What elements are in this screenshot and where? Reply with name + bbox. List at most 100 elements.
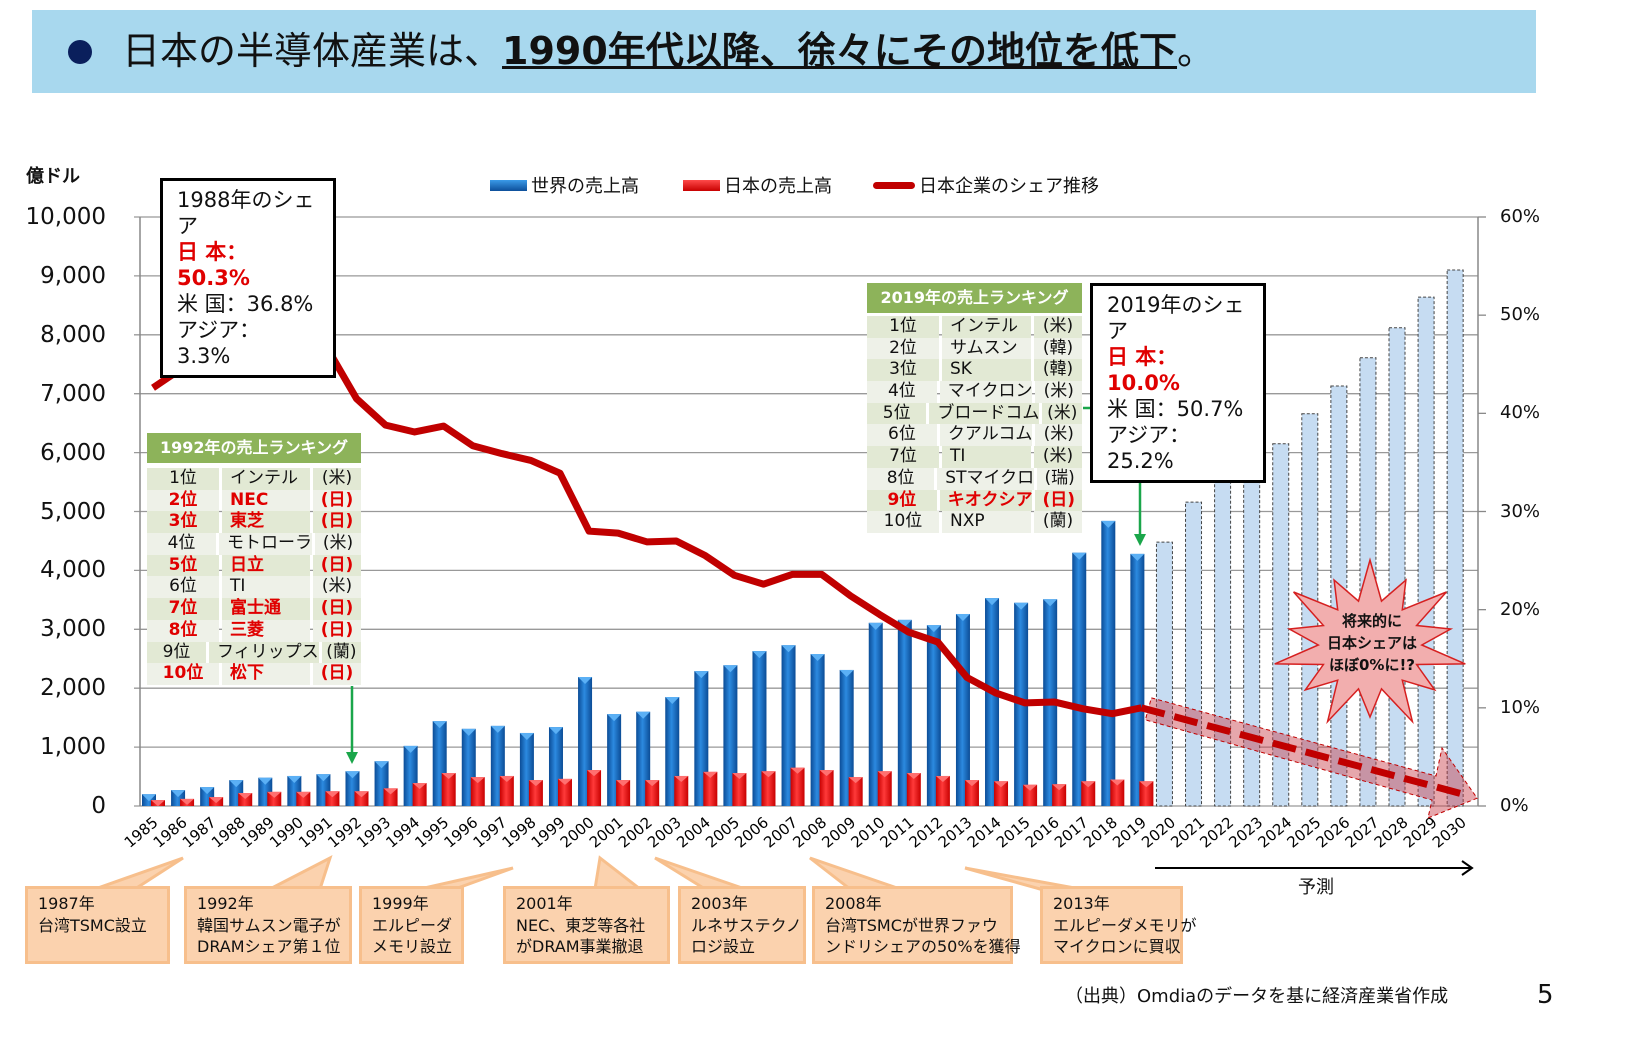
japan-sales-bar xyxy=(528,780,543,806)
title-banner xyxy=(32,10,1536,93)
ranking-row: 8位 STマイクロ (瑞) xyxy=(867,467,1082,490)
ranking-company: STマイクロ xyxy=(937,467,1035,490)
event-text: エルピーダ xyxy=(372,915,453,935)
ranking-rank: 3位 xyxy=(867,359,939,382)
world-bar-cap xyxy=(926,625,941,633)
world-sales-bar xyxy=(897,619,912,806)
japan-sales-bar xyxy=(383,788,398,806)
ranking-rank: 1位 xyxy=(147,468,219,490)
forecast-world-bar xyxy=(1388,327,1406,807)
japan-bar-cap xyxy=(209,797,224,804)
world-bar-cap xyxy=(229,780,244,788)
ranking-title: 2019年の売上ランキング xyxy=(867,283,1082,313)
ranking-company: マイクロン xyxy=(939,381,1033,403)
ranking-table-1992: 1992年の売上ランキング 1位 インテル (米) 2位 NEC (日) 3位 東芝 (日) 4位… xyxy=(147,433,361,685)
forecast-world-bar xyxy=(1185,501,1203,807)
ranking-country: (日) xyxy=(313,598,361,620)
event-callout: 1992年 韓国サムスン電子が DRAMシェア第１位 xyxy=(184,886,352,964)
event-year: 1999年 xyxy=(372,894,429,913)
y-tick-label: 10,000 xyxy=(25,204,106,230)
world-bar-cap xyxy=(578,677,593,685)
japan-sales-bar xyxy=(412,783,427,806)
event-text: NEC、東芝等各社 xyxy=(516,915,646,935)
japan-sales-bar xyxy=(557,778,572,806)
y2-tick-label: 20% xyxy=(1500,598,1541,620)
world-bar-cap xyxy=(955,613,970,621)
japan-sales-bar xyxy=(296,791,311,806)
japan-bar-cap xyxy=(180,798,195,805)
world-sales-bar xyxy=(868,622,883,806)
y2-tick-label: 0% xyxy=(1500,795,1529,816)
world-sales-bar xyxy=(781,645,796,806)
ranking-company: キオクシア xyxy=(939,489,1033,512)
japan-sales-bar xyxy=(616,780,631,806)
share-us: 米 国：50.7% xyxy=(1107,397,1244,421)
japan-bar-cap xyxy=(412,783,427,790)
japan-bar-cap xyxy=(1023,784,1038,791)
share-box-1988: 1988年のシェア 日 本：50.3% 米 国：36.8% アジア： 3.3% xyxy=(160,178,336,378)
event-callout: 2013年 エルピーダメモリが マイクロンに買収 xyxy=(1040,886,1197,964)
ranking-company: 松下 xyxy=(222,663,310,685)
ranking-row: 7位 富士通 (日) xyxy=(147,598,361,620)
world-bar-cap xyxy=(752,651,767,659)
world-bar-cap xyxy=(1043,599,1058,607)
y-tick-label: 2,000 xyxy=(40,675,106,702)
event-text: メモリ設立 xyxy=(372,937,453,956)
callout-pointer xyxy=(94,856,184,891)
ranking-row: 2位 サムスン (韓) xyxy=(867,337,1082,360)
japan-bar-cap xyxy=(848,777,863,784)
japan-bar-cap xyxy=(790,767,805,774)
callout-pointer xyxy=(269,854,333,891)
ranking-row: 3位 SK (韓) xyxy=(867,359,1082,382)
legend-swatch-line xyxy=(873,181,915,189)
callout-pointer xyxy=(809,856,901,891)
ranking-rank: 9位 xyxy=(147,641,206,664)
japan-sales-bar xyxy=(790,767,805,806)
world-bar-cap xyxy=(432,721,447,729)
japan-bar-cap xyxy=(877,771,892,778)
title-normal: 日本の半導体産業は、 xyxy=(122,29,503,73)
japan-bar-cap xyxy=(528,780,543,787)
world-bar-cap xyxy=(723,665,738,673)
event-text: マイクロンに買収 xyxy=(1053,937,1181,956)
y2-tick-label: 30% xyxy=(1500,500,1541,522)
world-sales-bar xyxy=(955,613,970,806)
ranking-company: インテル xyxy=(222,468,310,490)
legend-swatch-blue xyxy=(490,179,527,191)
japan-sales-bar xyxy=(267,791,282,806)
ranking-country: (瑞) xyxy=(1037,467,1082,490)
ranking-company: NEC xyxy=(222,489,310,512)
y2-tick-label: 50% xyxy=(1500,304,1541,326)
ranking-row: 7位 TI (米) xyxy=(867,446,1082,468)
ranking-table-2019: 2019年の売上ランキング 1位 インテル (米) 2位 サムスン (韓) 3位 SK (韓) 4… xyxy=(867,283,1082,533)
japan-bar-cap xyxy=(267,791,282,798)
event-text: ンドリシェアの50%を獲得 xyxy=(825,937,1021,956)
japan-sales-bar xyxy=(645,780,660,806)
arrowhead-icon xyxy=(1461,860,1474,876)
japan-sales-bar xyxy=(1052,784,1067,806)
ranking-rank: 10位 xyxy=(867,511,939,533)
world-bar-cap xyxy=(665,697,680,705)
forecast-world-bar xyxy=(1214,476,1232,807)
japan-sales-bar xyxy=(354,791,369,806)
world-bar-cap xyxy=(519,732,534,740)
japan-sales-bar xyxy=(848,777,863,806)
event-year: 1987年 xyxy=(38,894,95,913)
title-end: 。 xyxy=(1177,29,1216,73)
event-text: エルピーダメモリが xyxy=(1053,915,1197,935)
legend-label: 日本企業のシェア推移 xyxy=(919,176,1099,197)
event-text: DRAMシェア第１位 xyxy=(197,937,341,956)
ranking-rank: 2位 xyxy=(147,489,219,512)
title-emphasis: 1990年代以降、徐々にその地位を低下 xyxy=(502,29,1178,73)
world-bar-cap xyxy=(316,774,331,782)
callout-pointer xyxy=(593,855,645,891)
event-year: 2008年 xyxy=(825,894,882,913)
world-bar-cap xyxy=(636,711,651,719)
japan-sales-bar xyxy=(587,770,602,806)
ranking-company: サムスン xyxy=(942,337,1031,360)
share-title: 1988年のシェア xyxy=(177,188,315,238)
japan-sales-bar xyxy=(935,775,950,806)
y-tick-label: 0 xyxy=(91,793,106,819)
ranking-country: (米) xyxy=(1034,316,1082,338)
world-bar-cap xyxy=(258,777,273,785)
